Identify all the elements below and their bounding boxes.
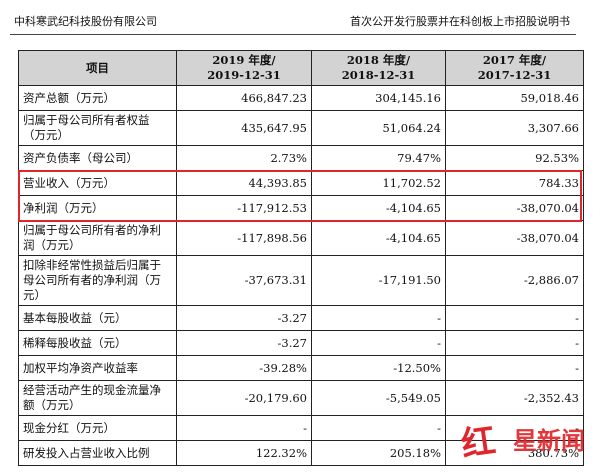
table-row: 扣除非经常性损益后归属于母公司所有者的净利润（万元） -37,673.31 -17,… <box>18 255 584 306</box>
cell-v2018: 79.47% <box>311 145 446 171</box>
cell-v2018: 51,064.24 <box>311 110 446 146</box>
col-header-line: 2018-12-31 <box>341 68 416 82</box>
cell-v2018: -5,549.05 <box>311 380 446 416</box>
table-row: 经营活动产生的现金流量净额（万元） -20,179.60 -5,549.05 -2,3… <box>18 380 584 416</box>
table-row: 现金分红（万元） - - - <box>18 415 584 441</box>
cell-v2018: 205.18% <box>311 440 446 466</box>
row-label: 归属于母公司所有者权益（万元） <box>18 110 177 146</box>
table-row: 净利润（万元） -117,912.53 -4,104.65 -38,070.04 <box>18 195 584 221</box>
financial-table: 项目 2019 年度/2019-12-31 2018 年度/2018-12-31… <box>18 50 584 466</box>
col-header-line: 2017 年度/ <box>482 53 547 67</box>
cell-v2019: -117,912.53 <box>176 195 312 221</box>
cell-v2017: 59,018.46 <box>445 85 584 111</box>
row-label: 净利润（万元） <box>18 195 177 221</box>
cell-v2017: 92.53% <box>445 145 584 171</box>
cell-v2017: 784.33 <box>445 170 584 196</box>
cell-v2019: 44,393.85 <box>176 170 312 196</box>
cell-v2017: -38,070.04 <box>445 195 584 221</box>
table-row: 研发投入占营业收入比例 122.32% 205.18% 380.73% <box>18 440 584 466</box>
cell-v2017: -38,070.04 <box>445 220 584 256</box>
cell-v2018: -17,191.50 <box>311 255 446 306</box>
cell-v2018: - <box>311 305 446 331</box>
col-header-line: 2019-12-31 <box>207 68 281 82</box>
cell-v2017: 380.73% <box>445 440 584 466</box>
col-header-2018: 2018 年度/2018-12-31 <box>311 50 446 86</box>
watermark: 红 星新闻 <box>458 415 591 466</box>
col-header-line: 2019 年度/ <box>212 53 276 67</box>
cell-v2017: - <box>445 330 584 356</box>
cell-v2018: -12.50% <box>311 355 446 381</box>
cell-v2019: 122.32% <box>176 440 312 466</box>
cell-v2018: 304,145.16 <box>311 85 446 111</box>
company-name: 中科寒武纪科技股份有限公司 <box>14 15 157 28</box>
table-row: 资产负债率（母公司） 2.73% 79.47% 92.53% <box>18 145 584 171</box>
cell-v2019: 435,647.95 <box>176 110 312 146</box>
page-header: 中科寒武纪科技股份有限公司 首次公开发行股票并在科创板上市招股说明书 <box>0 0 596 35</box>
table-row: 营业收入（万元） 44,393.85 11,702.52 784.33 <box>18 170 584 196</box>
table-row: 归属于母公司所有者的净利润（万元） -117,898.56 -4,104.65 -38… <box>18 220 584 256</box>
table-row: 稀释每股收益（元） -3.27- - <box>18 330 584 356</box>
cell-v2019: 466,847.23 <box>176 85 312 111</box>
row-label: 稀释每股收益（元） <box>18 330 177 356</box>
cell-v2019: -117,898.56 <box>176 220 312 256</box>
row-label: 经营活动产生的现金流量净额（万元） <box>18 380 177 416</box>
cell-v2019: -3.27 <box>176 330 312 356</box>
cell-v2019: -39.28% <box>176 355 312 381</box>
cell-v2019: - <box>176 415 312 441</box>
cell-v2017: -2,886.07 <box>445 255 584 306</box>
cell-v2018: - <box>311 415 446 441</box>
cell-v2018: - <box>311 330 446 356</box>
row-label: 加权平均净资产收益率 <box>18 355 177 381</box>
col-header-2019: 2019 年度/2019-12-31 <box>176 50 312 86</box>
table-row: 归属于母公司所有者权益（万元） 435,647.95 51,064.24 3,307.… <box>18 110 584 146</box>
table-row: 加权平均净资产收益率 -39.28% -12.50% - <box>18 355 584 381</box>
row-label: 研发投入占营业收入比例 <box>18 440 177 466</box>
col-header-item: 项目 <box>18 50 177 86</box>
col-header-line: 2017-12-31 <box>477 68 552 82</box>
cell-v2017: -2,352.43 <box>445 380 584 416</box>
document-title: 首次公开发行股票并在科创板上市招股说明书 <box>350 15 570 28</box>
cell-v2019: -20,179.60 <box>176 380 312 416</box>
row-label: 资产负债率（母公司） <box>18 145 177 171</box>
table-header-row: 项目 2019 年度/2019-12-31 2018 年度/2018-12-31… <box>18 50 584 86</box>
cell-v2018: -4,104.65 <box>311 220 446 256</box>
row-label: 归属于母公司所有者的净利润（万元） <box>18 220 177 256</box>
cell-v2019: -37,673.31 <box>176 255 312 306</box>
row-label: 营业收入（万元） <box>18 170 177 196</box>
watermark-text: 星新闻 <box>513 427 585 455</box>
cell-v2019: 2.73% <box>176 145 312 171</box>
table-row: 资产总额（万元） 466,847.23 304,145.16 59,018.46 <box>18 85 584 111</box>
cell-v2017: - <box>445 305 584 331</box>
cell-v2017: 3,307.66 <box>445 110 584 146</box>
row-label: 基本每股收益（元） <box>18 305 177 331</box>
header-divider <box>10 34 576 35</box>
cell-v2017: - <box>445 355 584 381</box>
cell-v2018: 11,702.52 <box>311 170 446 196</box>
table-row: 基本每股收益（元） -3.27- - <box>18 305 584 331</box>
red-star-logo-icon: 红 <box>458 420 499 466</box>
row-label: 资产总额（万元） <box>18 85 177 111</box>
cell-v2018: -4,104.65 <box>311 195 446 221</box>
col-header-line: 2018 年度/ <box>346 53 411 67</box>
row-label: 扣除非经常性损益后归属于母公司所有者的净利润（万元） <box>18 255 177 306</box>
col-header-2017: 2017 年度/2017-12-31 <box>445 50 584 86</box>
row-label: 现金分红（万元） <box>18 415 177 441</box>
cell-v2019: -3.27 <box>176 305 312 331</box>
